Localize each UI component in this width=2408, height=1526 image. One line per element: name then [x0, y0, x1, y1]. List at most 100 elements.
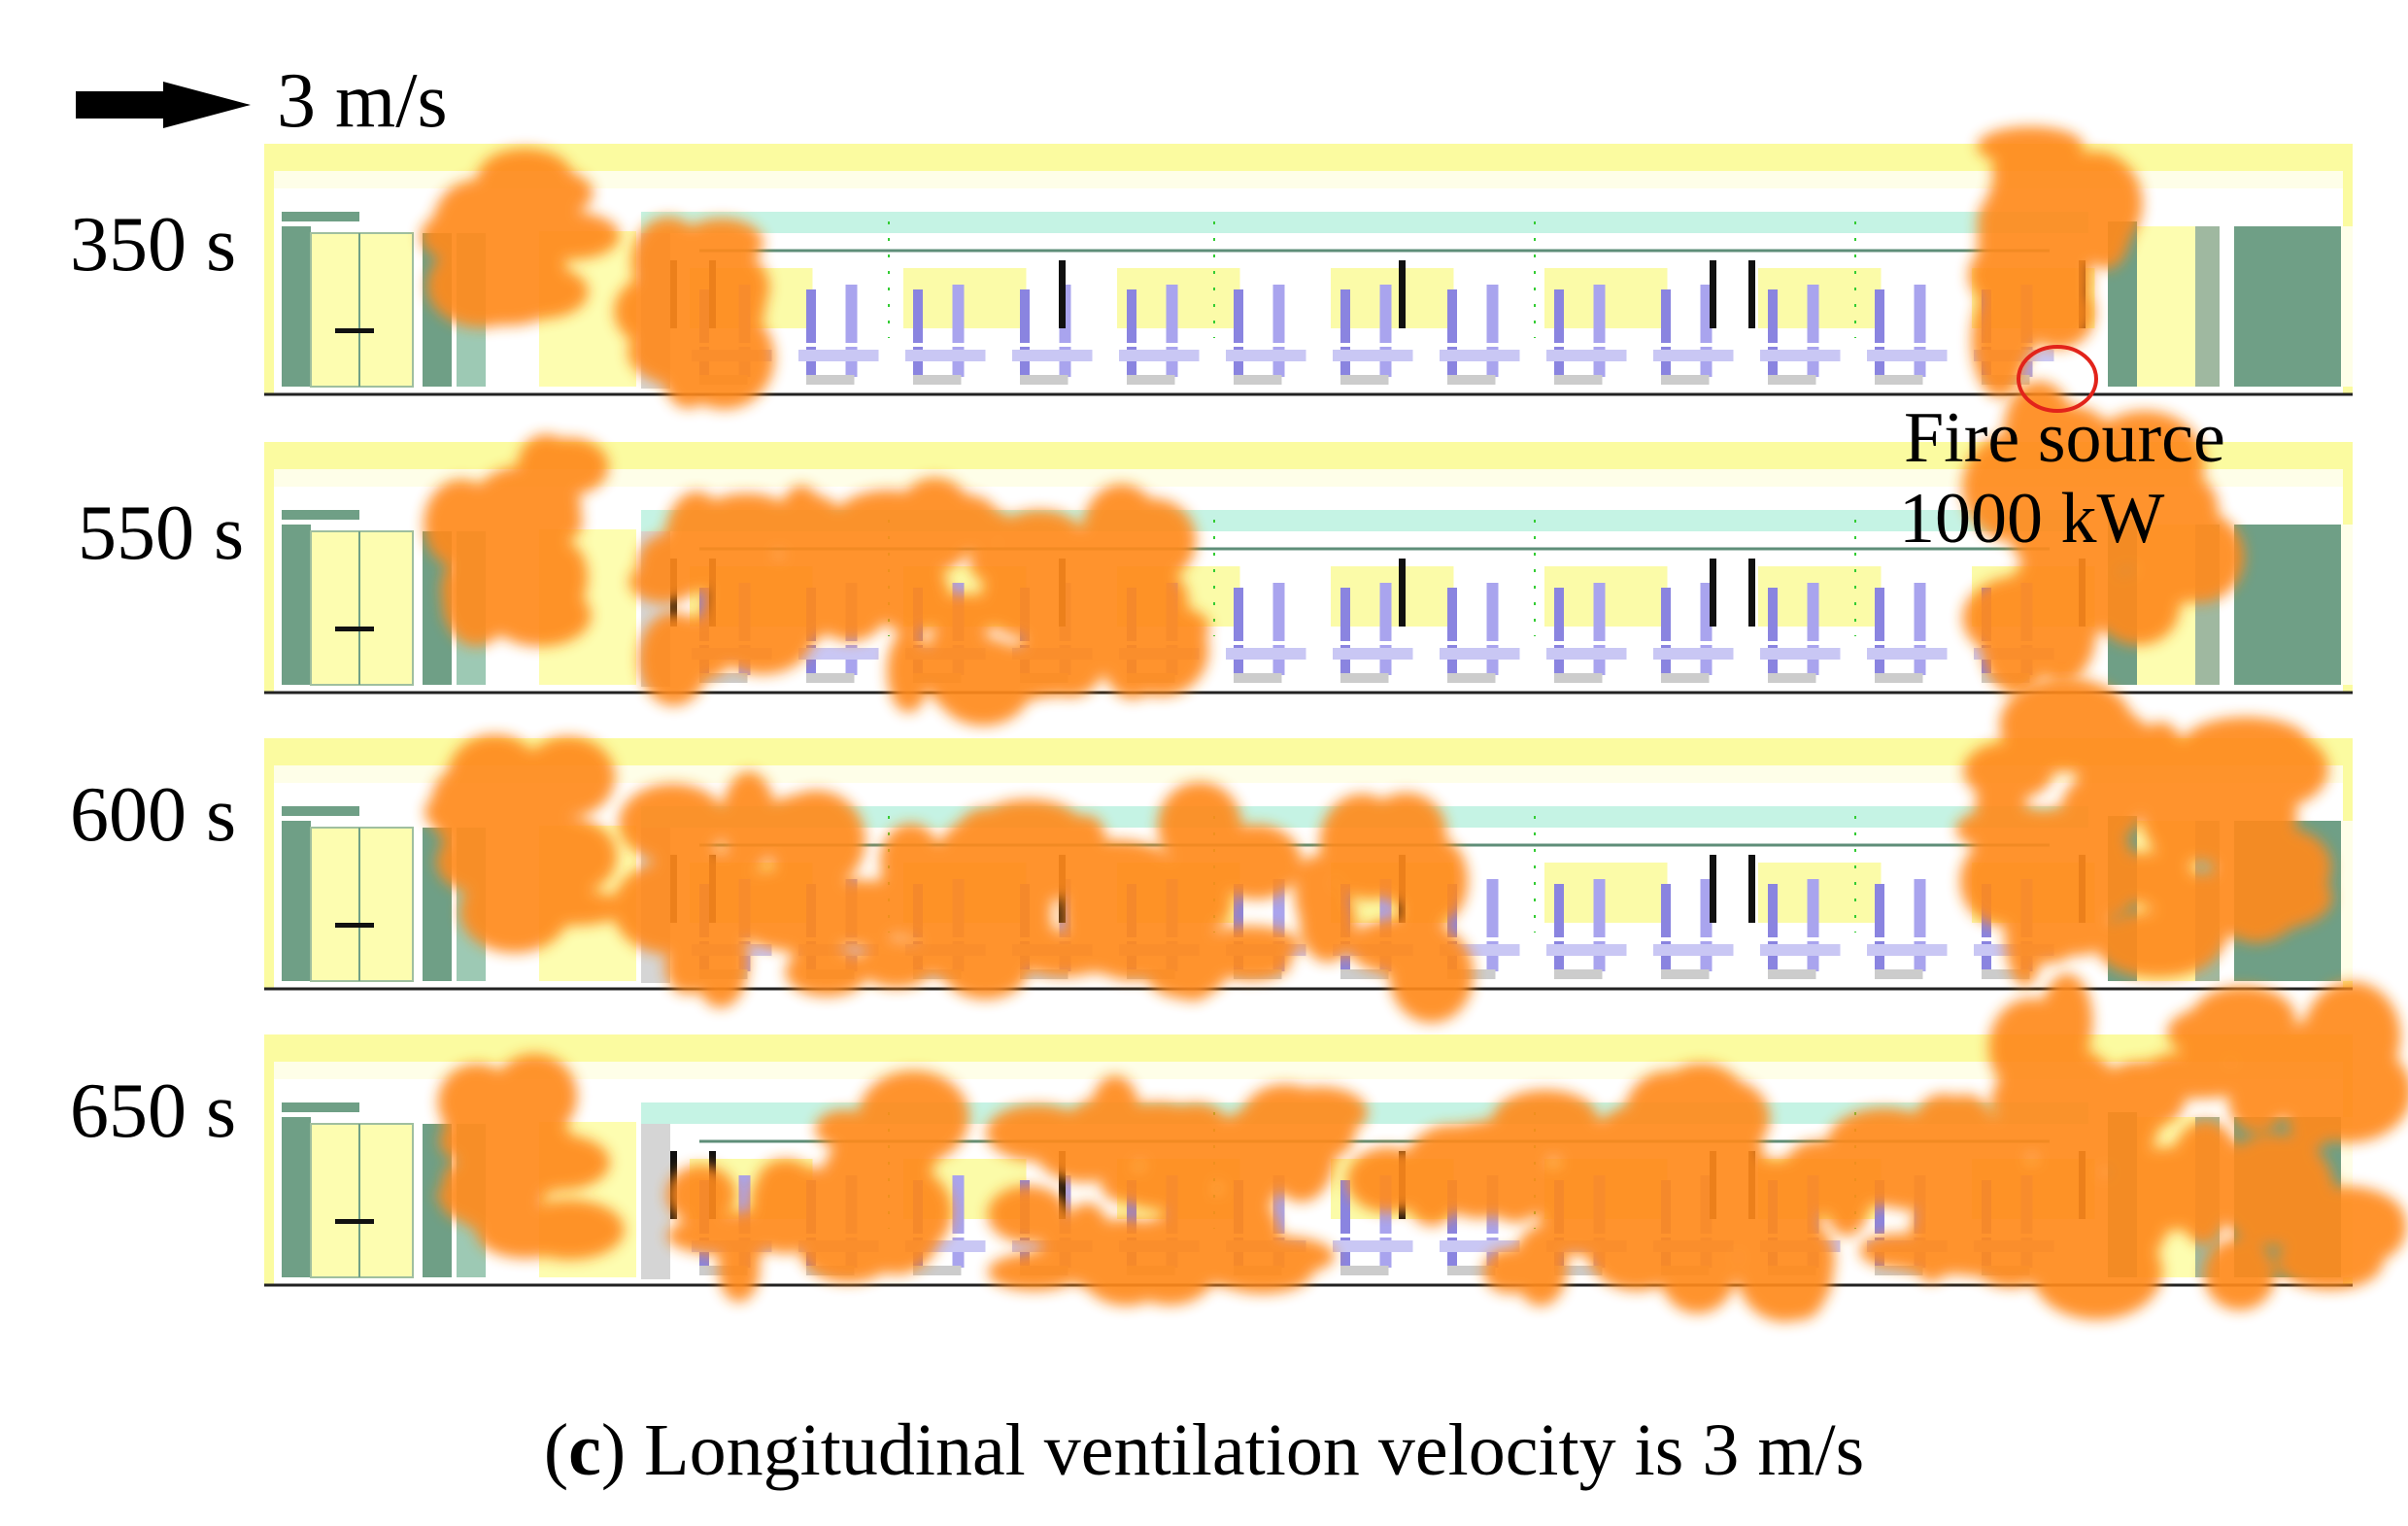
- seat-gap: [1336, 343, 1400, 347]
- cab-top: [282, 806, 359, 816]
- seat-back: [1272, 583, 1285, 675]
- smoke-blob: [1736, 1221, 1834, 1322]
- seat-back: [1486, 583, 1499, 675]
- handrail-post: [1748, 559, 1755, 627]
- seat-cushion: [1760, 648, 1841, 660]
- smoke-blob: [483, 1072, 560, 1120]
- right-end-wall: [2195, 226, 2220, 387]
- seat-back: [1768, 588, 1778, 675]
- smoke-blob: [775, 793, 836, 864]
- cab-top: [282, 212, 359, 221]
- cab-pillar: [282, 1117, 311, 1277]
- seat-back: [1593, 879, 1606, 971]
- smoke-blob: [747, 560, 802, 622]
- seat-base: [1661, 969, 1710, 979]
- seat-back: [1127, 289, 1136, 377]
- seat-back: [1447, 1180, 1457, 1268]
- seat-base: [1340, 969, 1389, 979]
- seat-cushion: [1867, 648, 1948, 660]
- cab-door: [310, 827, 414, 982]
- smoke-blob: [2252, 1023, 2380, 1123]
- smoke-blob: [997, 509, 1083, 562]
- time-label: 650 s: [70, 1068, 236, 1154]
- smoke-blob: [1200, 926, 1301, 965]
- seat-back: [1914, 285, 1926, 377]
- smoke-blob: [522, 736, 616, 818]
- fire-source-annotation: Fire source 1000 kW: [1899, 345, 2225, 559]
- seat-back: [1807, 583, 1819, 675]
- seat-cushion: [1012, 350, 1093, 361]
- window-band: [1544, 268, 1668, 328]
- smoke-blob: [516, 890, 628, 926]
- seat-cushion: [1440, 350, 1520, 361]
- left-wall: [264, 469, 274, 693]
- smoke-blob: [1211, 824, 1302, 900]
- smoke-blob: [521, 817, 618, 896]
- right-end-door: [2137, 226, 2195, 387]
- right-cab-edge: [2341, 821, 2353, 981]
- smoke-blob: [431, 765, 528, 857]
- seat-back: [1166, 285, 1178, 377]
- smoke-blob: [2015, 445, 2098, 562]
- seat-base: [1127, 375, 1175, 385]
- smoke-blob: [1398, 874, 1443, 965]
- seat-base: [806, 673, 855, 683]
- cab-handle: [335, 923, 374, 928]
- cab-handle: [335, 328, 374, 333]
- smoke-blob: [1226, 1123, 1269, 1218]
- seat-gap: [908, 343, 972, 347]
- cab-pillar: [282, 226, 311, 387]
- seat-gap: [1656, 343, 1720, 347]
- smoke-blob: [474, 1112, 579, 1199]
- handrail-post: [1748, 855, 1755, 923]
- cab-handle: [335, 627, 374, 631]
- seat-base: [1768, 673, 1816, 683]
- smoke-blob: [2098, 851, 2195, 904]
- time-panels: 350 s 550 s 600 s 650 s: [70, 126, 2408, 1322]
- seat-gap: [1870, 343, 1934, 347]
- figure-caption: (c) Longitudinal ventilation velocity is…: [0, 1413, 2408, 1487]
- seat-base: [1340, 1266, 1389, 1275]
- seat-back: [1807, 285, 1819, 377]
- smoke-blob: [2284, 1186, 2406, 1256]
- smoke-blob: [1162, 795, 1217, 855]
- handrail-post: [1399, 260, 1406, 328]
- seat-back: [1875, 289, 1884, 377]
- seat-cushion: [1440, 1240, 1520, 1252]
- handrail-post: [1710, 559, 1716, 627]
- smoke-layer: [424, 381, 2245, 727]
- seat-cushion: [1333, 350, 1413, 361]
- handrail-post: [1059, 260, 1066, 328]
- seat-cushion: [1226, 648, 1306, 660]
- smoke-blob: [661, 616, 735, 681]
- seat-cushion: [1119, 350, 1200, 361]
- seat-base: [1875, 969, 1923, 979]
- seat-cushion: [1760, 350, 1841, 361]
- roof-inner: [274, 171, 2343, 188]
- seat-base: [1768, 375, 1816, 385]
- right-cab: [2234, 226, 2341, 387]
- seat-gap: [1015, 343, 1079, 347]
- window-band: [1117, 268, 1240, 328]
- seat-cushion: [1653, 648, 1734, 660]
- smoke-blob: [656, 329, 758, 387]
- caption-open-paren: (: [543, 1409, 569, 1491]
- smoke-blob: [986, 1103, 1089, 1162]
- smoke-blob: [721, 771, 777, 873]
- seat-gap: [1870, 937, 1934, 941]
- smoke-blob: [2094, 910, 2221, 978]
- seat-back: [1020, 289, 1030, 377]
- seat-base: [1554, 375, 1603, 385]
- seat-gap: [1763, 937, 1827, 941]
- seat-back: [1914, 879, 1926, 971]
- seat-cushion: [798, 648, 879, 660]
- seat-gap: [801, 641, 865, 645]
- smoke-blob: [487, 578, 550, 621]
- fire-source-label: Fire source: [1904, 398, 2225, 478]
- handrail-post: [1710, 855, 1716, 923]
- cab-door: [310, 1123, 414, 1278]
- handrail-post: [1399, 559, 1406, 627]
- time-panel: 350 s: [70, 126, 2353, 410]
- time-panel: 650 s: [70, 973, 2408, 1322]
